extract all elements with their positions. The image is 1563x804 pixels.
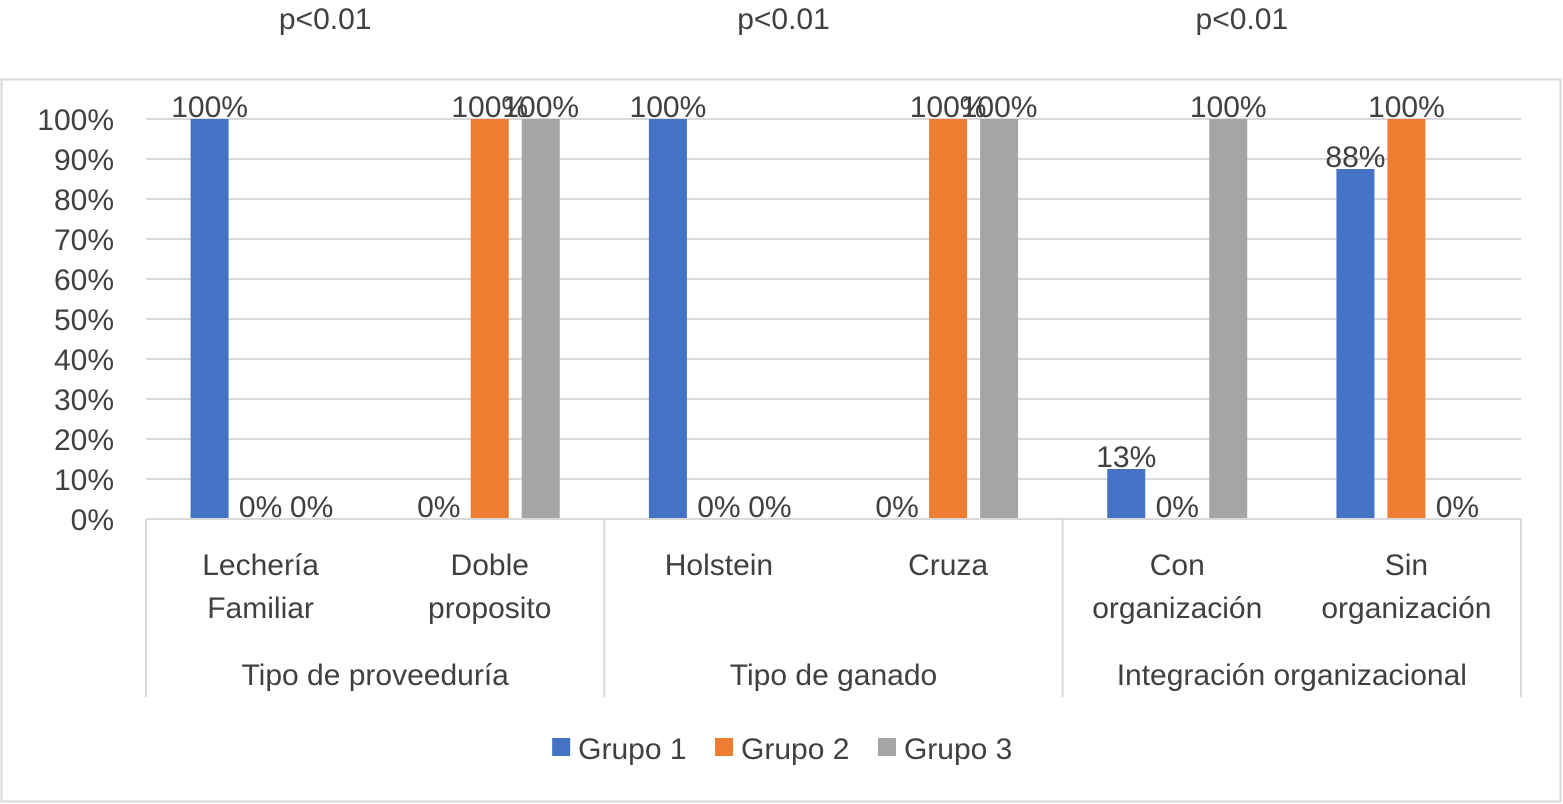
bar <box>648 119 687 519</box>
data-label: 100% <box>910 91 987 124</box>
data-label: 100% <box>502 91 579 124</box>
legend-swatch <box>877 738 896 756</box>
data-label: 13% <box>1096 441 1156 474</box>
legend-swatch <box>715 738 734 756</box>
category-label: Doble proposito <box>428 549 551 625</box>
data-label: 100% <box>171 91 248 124</box>
bars <box>190 119 1426 519</box>
significance-label: p<0.01 <box>279 3 372 36</box>
legend-swatch <box>552 738 571 756</box>
data-label: 100% <box>630 91 707 124</box>
legend-label: Grupo 2 <box>741 733 849 766</box>
gridlines <box>146 118 1521 480</box>
y-tick-label: 0% <box>71 504 114 537</box>
significance-labels: p<0.01 p<0.01 p<0.01 <box>279 3 1288 36</box>
bar <box>929 119 968 519</box>
data-label: 100% <box>1190 91 1267 124</box>
group-label: Tipo de proveeduría <box>241 659 509 692</box>
y-tick-label: 90% <box>54 144 114 177</box>
bar <box>1209 119 1248 519</box>
bar <box>1336 169 1375 519</box>
y-tick-label: 50% <box>54 304 114 337</box>
bar <box>980 119 1019 519</box>
chart-frame <box>0 78 1562 803</box>
data-label: 100% <box>961 91 1038 124</box>
category-label: Con organización <box>1092 549 1262 625</box>
y-tick-label: 60% <box>54 264 114 297</box>
y-tick-label: 100% <box>37 104 114 137</box>
category-label: Holstein <box>665 549 773 582</box>
y-tick-label: 40% <box>54 344 114 377</box>
bar <box>1387 119 1426 519</box>
legend-label: Grupo 3 <box>904 733 1012 766</box>
category-label: Cruza <box>908 549 988 582</box>
data-label: 100% <box>451 91 528 124</box>
category-label: Lechería Familiar <box>202 549 319 625</box>
data-labels: 100%0%100%0%13%88%0%100%0%100%0%100%0%10… <box>171 91 1479 524</box>
bar <box>470 119 509 519</box>
bar <box>1107 469 1146 519</box>
y-tick-label: 20% <box>54 424 114 457</box>
data-label: 100% <box>1368 91 1445 124</box>
x-axis: Lechería Familiar Doble proposito Tipo de pr… <box>145 518 1522 697</box>
y-tick-label: 10% <box>54 464 114 497</box>
y-tick-label: 80% <box>54 184 114 217</box>
legend-label: Grupo 1 <box>578 733 686 766</box>
y-axis-ticks: 0% 10% 20% 30% 40% 50% 60% 70% 80% 90% 100% <box>37 104 114 537</box>
bar <box>190 119 229 519</box>
y-tick-label: 30% <box>54 384 114 417</box>
category-label: Sin organización <box>1321 549 1491 625</box>
legend: Grupo 1 Grupo 2 Grupo 3 <box>552 733 1012 766</box>
data-label: 88% <box>1325 141 1385 174</box>
group-label: Tipo de ganado <box>730 659 937 692</box>
significance-label: p<0.01 <box>737 3 830 36</box>
bar <box>521 119 560 519</box>
y-tick-label: 70% <box>54 224 114 257</box>
significance-label: p<0.01 <box>1196 3 1289 36</box>
group-label: Integración organizacional <box>1117 659 1467 692</box>
